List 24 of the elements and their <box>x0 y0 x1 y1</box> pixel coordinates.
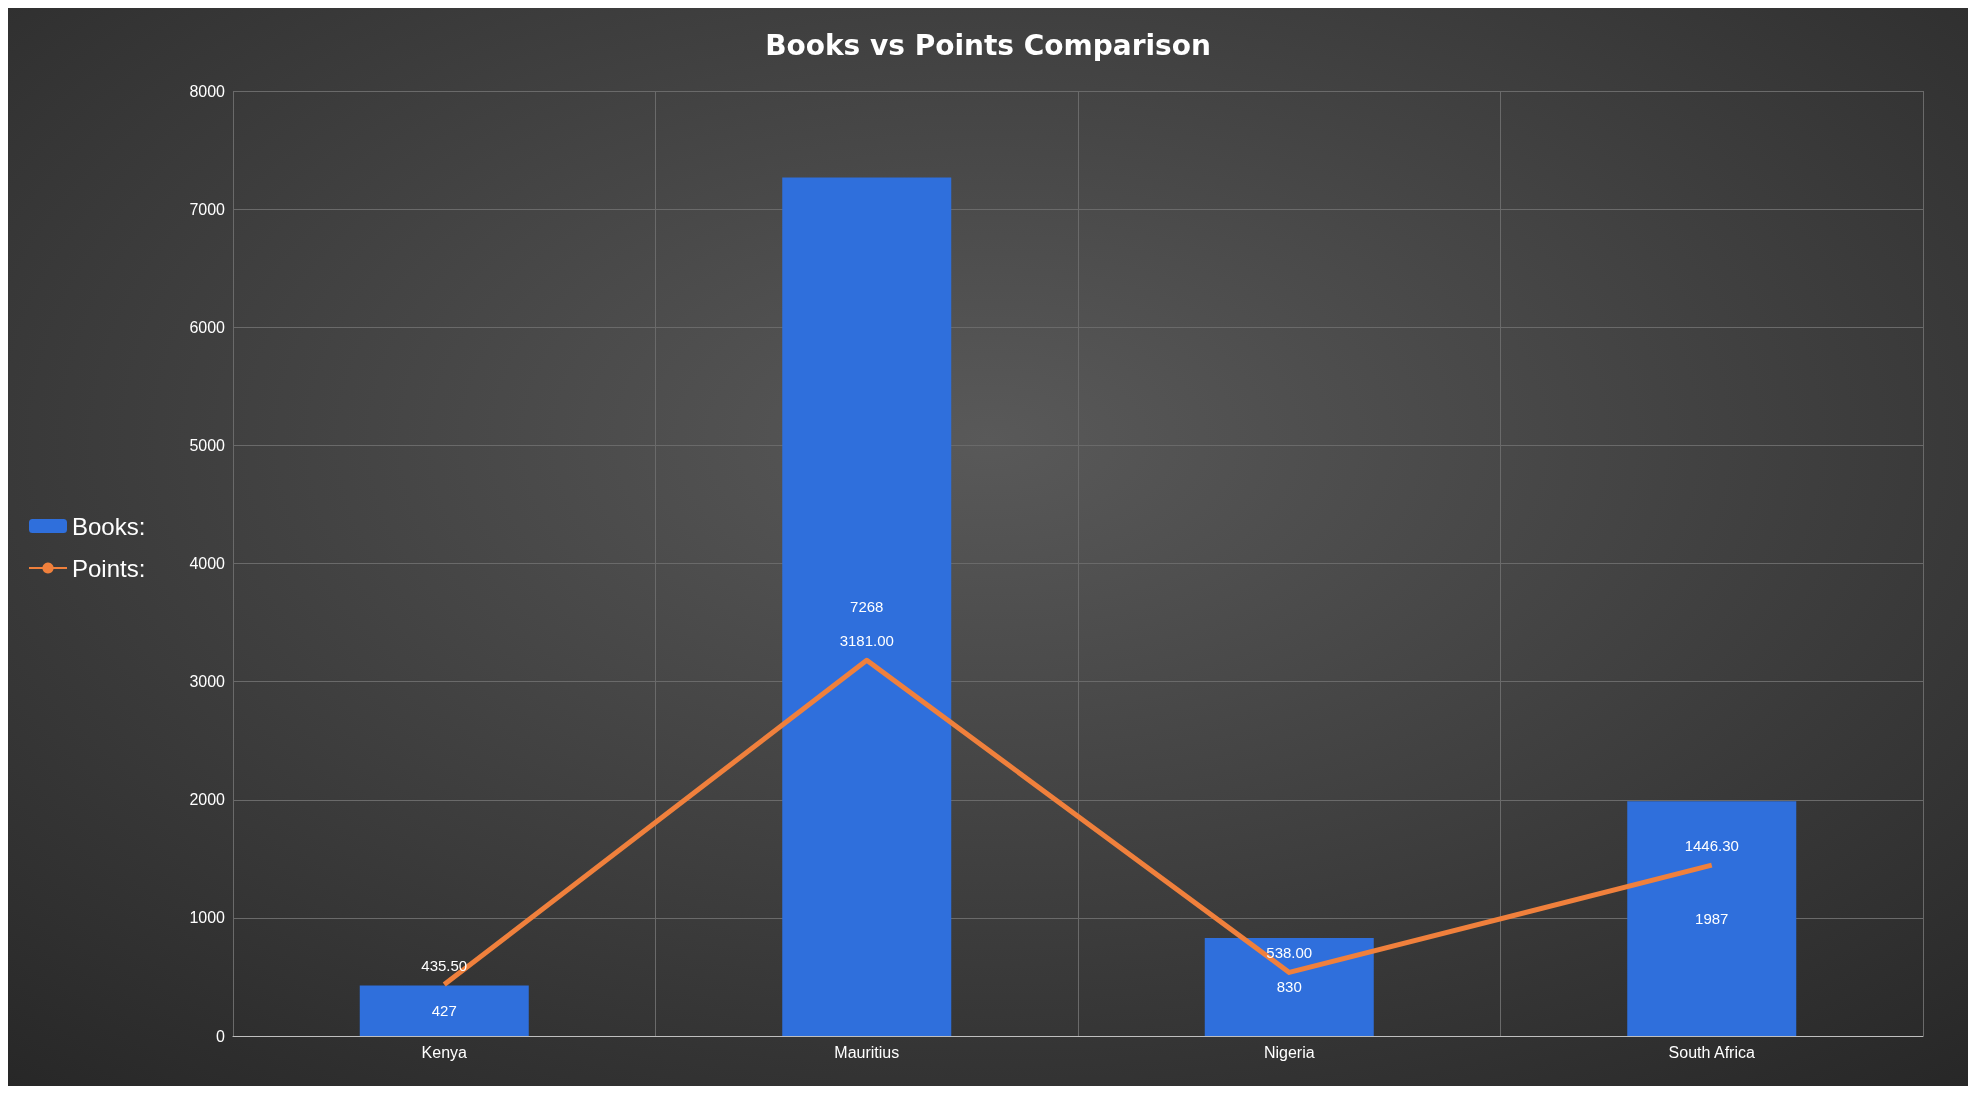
data-label: 427 <box>431 1002 457 1020</box>
y-tick-label: 2000 <box>189 791 226 809</box>
y-tick-label: 6000 <box>189 318 226 336</box>
y-tick-label: 0 <box>216 1027 226 1045</box>
data-label: 538.00 <box>1266 944 1313 962</box>
data-label: 1987 <box>1695 910 1729 928</box>
legend-label: Books: <box>72 512 146 540</box>
x-tick-label: Nigeria <box>1263 1043 1315 1061</box>
y-tick-label: 3000 <box>189 673 226 691</box>
y-tick-label: 7000 <box>189 200 226 218</box>
x-tick-label: Kenya <box>421 1043 468 1061</box>
data-label: 7268 <box>850 598 884 616</box>
x-tick-label: South Africa <box>1668 1043 1755 1061</box>
data-label: 435.50 <box>421 956 468 974</box>
y-tick-label: 8000 <box>189 82 226 100</box>
chart-title: Books vs Points Comparison <box>765 28 1211 62</box>
data-label: 830 <box>1276 978 1302 996</box>
data-label: 3181.00 <box>839 632 894 650</box>
y-tick-label: 5000 <box>189 436 226 454</box>
y-tick-label: 1000 <box>189 909 226 927</box>
y-tick-label: 4000 <box>189 555 226 572</box>
data-label: 1446.30 <box>1684 837 1739 855</box>
x-tick-label: Mauritius <box>834 1043 900 1061</box>
legend-label: Points: <box>72 554 146 582</box>
